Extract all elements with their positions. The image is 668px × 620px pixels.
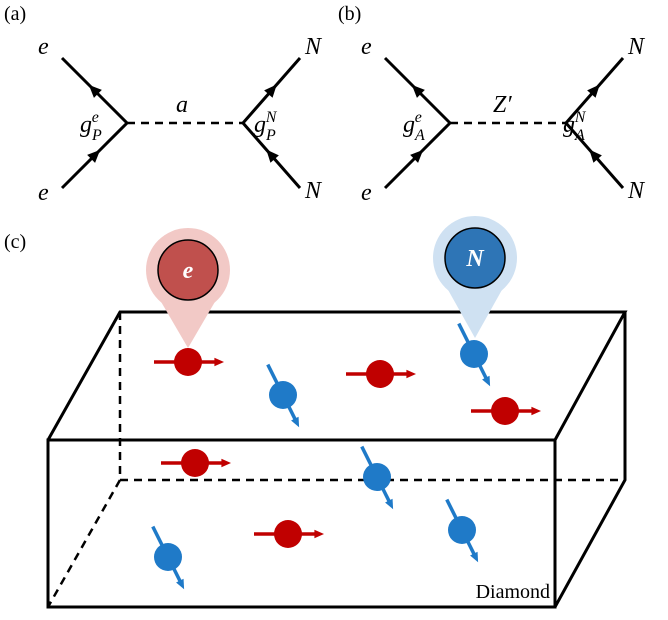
mediator-label: a — [176, 92, 188, 118]
particle-label: e — [361, 180, 372, 206]
spin-ball — [154, 543, 182, 571]
coupling-sub: A — [414, 127, 425, 144]
hidden-edge — [48, 312, 625, 607]
feynman-diagram: e e N N Z′ gAe gAN — [361, 34, 646, 206]
spin — [447, 500, 478, 563]
coupling-label: gPe — [80, 109, 102, 144]
material-label: Diamond — [476, 581, 550, 603]
arrow-head — [314, 530, 324, 538]
coupling-base: g — [403, 112, 415, 138]
feynman-diagram: e e N N a gPe gPN — [38, 34, 323, 206]
pin-label: N — [465, 246, 485, 272]
coupling-sup: e — [415, 109, 422, 126]
nucleus-pin: N — [433, 216, 517, 338]
diamond-box — [48, 312, 625, 607]
electron-pin: e — [146, 228, 230, 348]
spin-ball — [448, 516, 476, 544]
figure: (a) (b) (c) e e N N a gPe gPN e e N N Z′… — [0, 0, 668, 620]
coupling-base: g — [80, 112, 92, 138]
coupling-base: g — [254, 112, 266, 138]
particle-label: N — [627, 34, 646, 60]
spin-ball — [460, 340, 488, 368]
particle-label: e — [361, 34, 372, 60]
spin-ball — [174, 348, 202, 376]
spin — [254, 520, 324, 548]
particle-label: e — [38, 180, 49, 206]
pin-tail — [160, 300, 216, 348]
spin — [268, 365, 299, 428]
spin-ball — [269, 381, 297, 409]
spin-ball — [491, 397, 519, 425]
spin — [153, 527, 184, 590]
particle-label: N — [304, 34, 323, 60]
spin — [154, 348, 224, 376]
particle-label: e — [38, 34, 49, 60]
coupling-sup: N — [265, 109, 278, 126]
arrow-head — [214, 358, 224, 366]
spin-ball — [363, 463, 391, 491]
spin — [362, 447, 393, 510]
spin — [346, 360, 416, 388]
coupling-sup: e — [92, 109, 99, 126]
particle-label: N — [627, 178, 646, 204]
panel-label: (a) — [4, 3, 26, 25]
panel-label: (b) — [338, 3, 361, 25]
box-edge — [48, 312, 625, 607]
spin — [471, 397, 541, 425]
particle-label: N — [304, 178, 323, 204]
spin-ball — [181, 449, 209, 477]
coupling-sub: P — [91, 127, 102, 144]
arrow-head — [531, 407, 541, 415]
coupling-label: gAe — [403, 109, 425, 144]
spin-ball — [366, 360, 394, 388]
coupling-sub: P — [265, 127, 276, 144]
diamond-box-front: Diamond — [48, 312, 625, 607]
mediator-label: Z′ — [493, 92, 512, 118]
panel-label: (c) — [4, 231, 26, 253]
pin-label: e — [183, 258, 194, 284]
spin — [161, 449, 231, 477]
spin-ball — [274, 520, 302, 548]
arrow-head — [221, 459, 231, 467]
arrow-head — [406, 370, 416, 378]
spins — [153, 324, 541, 590]
